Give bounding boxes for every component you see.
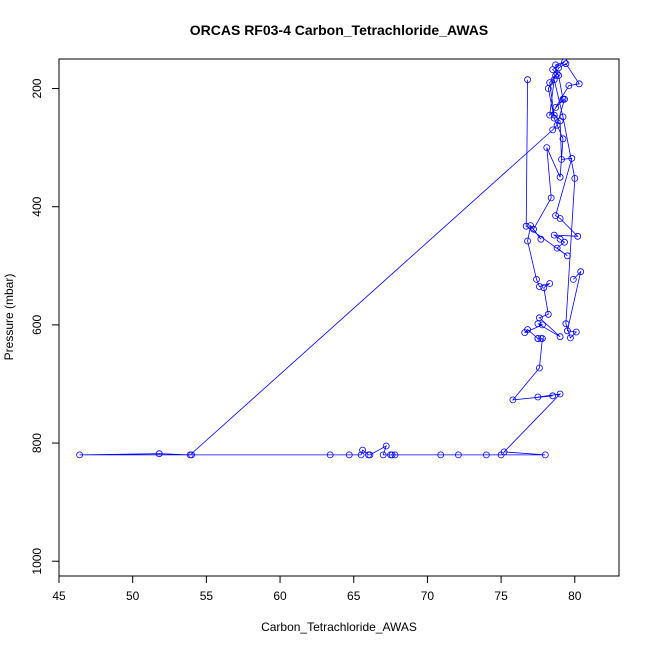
data-point	[524, 76, 531, 84]
data-point	[556, 390, 564, 398]
data-point	[537, 235, 545, 243]
data-point	[379, 451, 387, 459]
data-point	[382, 442, 390, 450]
plot-frame	[58, 58, 620, 577]
data-point	[540, 284, 548, 292]
data-point	[569, 275, 577, 283]
data-point	[509, 396, 517, 404]
data-point	[365, 451, 372, 459]
data-point	[326, 451, 334, 459]
data-point	[345, 451, 353, 459]
data-point	[565, 82, 573, 89]
data-point	[556, 117, 564, 125]
x-tick-label: 70	[421, 589, 435, 603]
data-point	[527, 222, 534, 230]
data-point	[524, 326, 531, 334]
data-point	[357, 451, 365, 459]
data-point	[550, 111, 558, 119]
data-point	[555, 64, 562, 72]
data-point	[577, 268, 585, 276]
y-tick-label: 200	[30, 78, 44, 98]
data-point	[155, 450, 163, 458]
x-tick-label: 45	[52, 589, 66, 603]
y-tick-label: 1000	[30, 548, 44, 575]
data-point	[534, 320, 542, 328]
x-tick-label: 80	[568, 589, 582, 603]
data-point	[534, 393, 542, 401]
data-point	[549, 126, 557, 134]
data-point	[550, 231, 558, 239]
data-point	[556, 215, 564, 222]
data-point	[547, 194, 555, 202]
data-point	[564, 252, 571, 260]
data-point	[522, 222, 530, 230]
data-point	[544, 310, 552, 318]
data-point	[482, 451, 490, 459]
y-tick-label: 800	[30, 433, 44, 453]
data-point	[536, 364, 543, 372]
data-series	[76, 59, 585, 459]
data-point	[562, 60, 570, 68]
data-point	[539, 335, 546, 342]
data-point	[552, 72, 559, 79]
data-point	[536, 283, 543, 290]
data-point	[550, 114, 558, 122]
x-tick-label: 50	[126, 589, 140, 603]
x-tick-label: 65	[347, 589, 361, 603]
data-point	[546, 79, 554, 86]
data-point	[524, 237, 531, 245]
data-point	[561, 238, 568, 246]
data-point	[549, 392, 557, 400]
data-point	[186, 451, 194, 459]
data-point	[76, 451, 83, 459]
data-point	[571, 174, 579, 182]
data-point	[556, 173, 564, 181]
plot-area	[76, 59, 585, 459]
data-point	[437, 451, 445, 459]
data-point	[567, 334, 574, 342]
data-point	[568, 154, 576, 162]
data-point	[575, 80, 583, 88]
data-point	[555, 72, 562, 79]
data-point	[562, 320, 570, 328]
data-point	[572, 328, 580, 336]
data-point	[556, 333, 564, 341]
data-point	[558, 155, 565, 163]
data-point	[559, 135, 567, 143]
y-axis: 200 400 600 800 1000	[30, 78, 60, 575]
data-point	[497, 451, 505, 459]
data-point	[574, 232, 582, 240]
data-point	[359, 446, 367, 454]
data-point	[564, 327, 571, 335]
chart-title: ORCAS RF03-4 Carbon_Tetrachloride_AWAS	[190, 22, 488, 38]
x-tick-label: 60	[273, 589, 287, 603]
data-point	[387, 451, 395, 459]
data-point	[553, 244, 561, 252]
series-line	[79, 61, 582, 456]
x-tick-label: 55	[200, 589, 214, 603]
data-point	[539, 321, 546, 329]
data-point	[546, 280, 554, 287]
data-point	[534, 335, 542, 342]
data-point	[454, 451, 462, 459]
data-point	[552, 104, 559, 111]
data-point	[543, 144, 551, 152]
data-point	[533, 275, 540, 283]
data-point	[561, 95, 568, 103]
x-tick-label: 75	[494, 589, 508, 603]
data-point	[541, 451, 549, 459]
x-axis: 45 50 55 60 65 70 75 80	[52, 575, 582, 603]
y-axis-title: Pressure (mbar)	[2, 274, 16, 361]
y-tick-label: 400	[30, 196, 44, 216]
data-point	[391, 451, 399, 459]
x-axis-title: Carbon_Tetrachloride_AWAS	[261, 620, 417, 634]
data-point	[561, 59, 568, 66]
y-tick-label: 600	[30, 315, 44, 335]
